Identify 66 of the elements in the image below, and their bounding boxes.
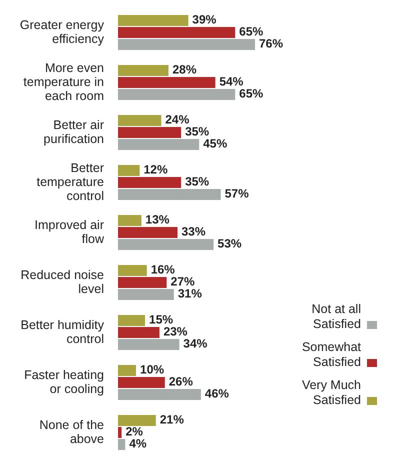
y-tick-label: Better air purification xyxy=(44,118,104,146)
data-label: 35% xyxy=(185,124,210,139)
bar xyxy=(118,439,126,450)
bar xyxy=(118,289,174,300)
bar xyxy=(118,39,255,50)
data-label: 46% xyxy=(204,386,230,401)
bar xyxy=(118,227,178,238)
bar xyxy=(118,327,160,338)
bar xyxy=(118,139,200,150)
data-label: 39% xyxy=(192,12,217,27)
data-label: 24% xyxy=(165,112,190,127)
bar xyxy=(118,365,136,376)
bar xyxy=(118,339,180,350)
bar xyxy=(118,265,147,276)
data-label: 2% xyxy=(126,424,144,439)
data-label: 31% xyxy=(178,286,202,301)
data-label: 28% xyxy=(172,62,197,77)
data-label: 26% xyxy=(168,374,194,389)
data-label: 57% xyxy=(224,186,250,201)
y-tick-label: Greater energy efficiency xyxy=(20,18,105,46)
data-label: 16% xyxy=(150,262,176,277)
data-label: 4% xyxy=(129,436,147,451)
data-label: 23% xyxy=(163,324,188,339)
data-label: 45% xyxy=(203,136,228,151)
bar xyxy=(118,215,142,226)
y-tick-label: Better temperature control xyxy=(36,161,104,204)
bar xyxy=(118,389,201,400)
data-label: 35% xyxy=(185,174,210,189)
y-tick-label: Better humidity control xyxy=(20,318,105,346)
y-tick-label: Faster heating or cooling xyxy=(24,368,104,396)
y-tick-label: Improved air flow xyxy=(34,218,105,246)
data-label: 21% xyxy=(160,412,184,427)
bar xyxy=(118,189,221,200)
bar xyxy=(118,127,182,138)
legend-label: Not at all Satisfied xyxy=(310,302,361,332)
bar xyxy=(118,239,214,250)
data-label: 76% xyxy=(259,36,284,51)
data-label: 54% xyxy=(219,74,244,89)
bar xyxy=(118,277,167,288)
data-label: 53% xyxy=(218,236,242,251)
y-tick-label: Reduced noise level xyxy=(20,268,104,296)
data-label: 12% xyxy=(144,162,168,177)
bar xyxy=(118,89,236,100)
data-label: 65% xyxy=(239,24,264,39)
bar xyxy=(118,315,146,326)
bar xyxy=(118,165,140,176)
data-label: 34% xyxy=(183,336,208,351)
legend-label: Very Much Satisfied xyxy=(300,378,361,408)
bar xyxy=(118,65,168,76)
y-tick-label: None of the above xyxy=(39,418,104,446)
bar xyxy=(118,427,122,438)
data-label: 27% xyxy=(170,274,196,289)
data-label: 15% xyxy=(149,312,174,327)
data-label: 13% xyxy=(145,212,170,227)
bar xyxy=(118,15,188,26)
bar xyxy=(118,415,156,426)
bar xyxy=(118,177,182,188)
legend-label: Somewhat Satisfied xyxy=(300,340,361,370)
bar xyxy=(118,77,216,88)
data-label: 33% xyxy=(181,224,206,239)
data-label: 10% xyxy=(140,362,164,377)
bar xyxy=(118,27,236,38)
bar xyxy=(118,377,165,388)
bar xyxy=(118,115,162,126)
data-label: 65% xyxy=(239,86,264,101)
y-tick-label: More even temperature in each room xyxy=(23,61,104,104)
